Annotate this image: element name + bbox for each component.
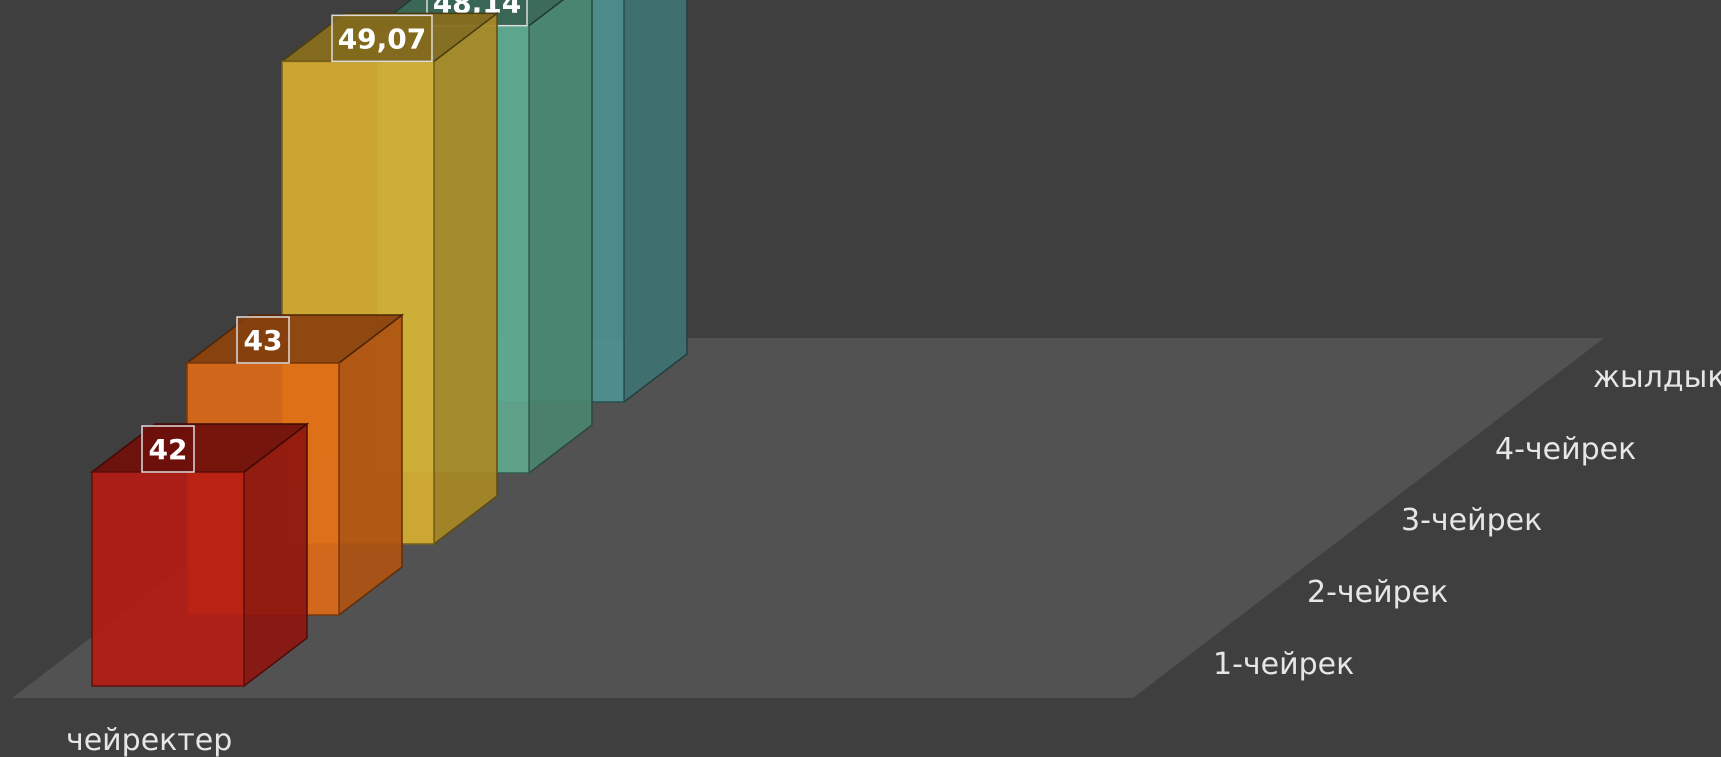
data-label-box <box>236 316 290 364</box>
category-label-5: жылдык <box>1593 360 1721 395</box>
bar-side-face <box>433 11 498 546</box>
category-label-1: 1-чейрек <box>1213 647 1354 682</box>
x-axis-label: чейректер <box>66 723 232 757</box>
bar-1: 42 <box>89 422 310 688</box>
category-label-2: 2-чейрек <box>1307 575 1448 610</box>
category-labels: 1-чейрек 2-чейрек 3-чейрек 4-чейрек жылдык <box>1213 360 1721 682</box>
bar-side-face <box>623 0 688 404</box>
data-label: 49,07 <box>338 22 427 55</box>
data-label: 42 <box>149 433 188 466</box>
category-label-3: 3-чейрек <box>1401 503 1542 538</box>
bar-side-face <box>338 313 403 617</box>
data-label-box <box>141 425 195 473</box>
data-label-box <box>331 14 433 63</box>
bar-side-face <box>528 0 593 475</box>
category-label-4: 4-чейрек <box>1495 432 1636 467</box>
data-label: 43 <box>244 324 283 357</box>
bar-front-face <box>91 471 245 687</box>
